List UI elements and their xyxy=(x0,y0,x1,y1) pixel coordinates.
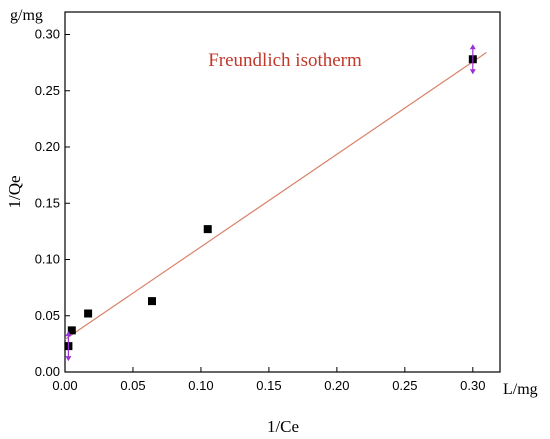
fit-line xyxy=(64,52,487,340)
chart-title: Freundlich isotherm xyxy=(208,50,362,71)
y-tick-label: 0.15 xyxy=(35,195,60,210)
error-bar-cap-top xyxy=(469,44,476,50)
x-tick-label: 0.15 xyxy=(256,378,281,393)
y-tick-label: 0.30 xyxy=(35,27,60,42)
x-tick-label: 0.10 xyxy=(188,378,213,393)
y-tick-label: 0.05 xyxy=(35,308,60,323)
data-point xyxy=(203,225,212,234)
x-unit-label: L/mg xyxy=(503,381,538,398)
x-tick-label: 0.00 xyxy=(52,378,77,393)
y-unit-label: g/mg xyxy=(10,7,43,24)
plot-frame xyxy=(64,11,501,373)
x-axis-title: 1/Ce xyxy=(267,417,299,436)
data-point xyxy=(67,326,76,335)
error-bar-cap-bottom xyxy=(65,356,72,362)
data-point xyxy=(148,297,156,306)
x-tick-label: 0.30 xyxy=(460,378,485,393)
y-tick-label: 0.10 xyxy=(35,252,60,267)
y-tick-label: 0.20 xyxy=(35,139,60,154)
x-tick-label: 0.25 xyxy=(392,378,417,393)
y-tick-label: 0.00 xyxy=(35,364,60,379)
error-bar-cap-bottom xyxy=(469,69,476,75)
data-point xyxy=(84,309,93,318)
y-axis-title: 1/Qe xyxy=(5,175,24,208)
y-tick-label: 0.25 xyxy=(35,83,60,98)
error-bar-cap-top xyxy=(65,331,72,337)
x-tick-label: 0.20 xyxy=(324,378,349,393)
x-tick-label: 0.05 xyxy=(120,378,145,393)
